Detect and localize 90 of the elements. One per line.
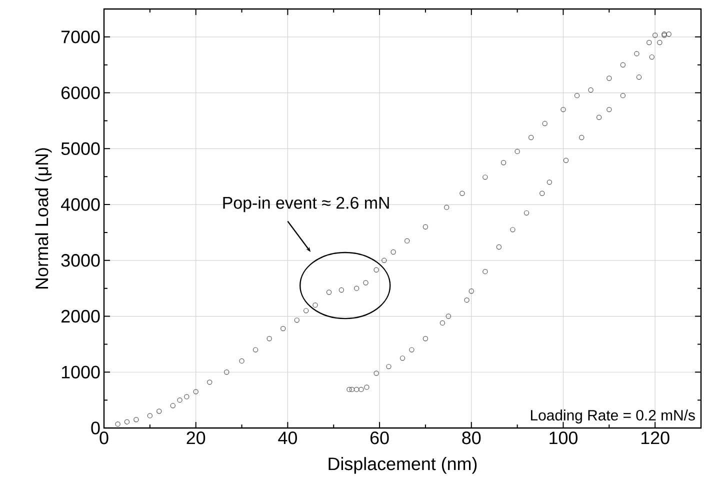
point bbox=[358, 386, 364, 392]
y-tick-label: 1000 bbox=[62, 366, 100, 378]
point bbox=[312, 302, 318, 308]
point bbox=[510, 227, 516, 232]
point bbox=[224, 370, 230, 375]
point bbox=[649, 54, 654, 60]
point bbox=[193, 389, 198, 394]
point bbox=[524, 210, 530, 216]
point bbox=[542, 120, 548, 126]
point bbox=[646, 40, 652, 46]
point bbox=[588, 87, 594, 93]
point bbox=[170, 403, 176, 408]
point bbox=[374, 267, 379, 272]
point bbox=[409, 347, 414, 352]
point bbox=[574, 92, 580, 98]
point bbox=[482, 174, 488, 180]
point bbox=[464, 297, 470, 303]
x-tick-label: 100 bbox=[550, 432, 578, 444]
x-tick-label: 60 bbox=[370, 432, 389, 444]
x-tick-label: 20 bbox=[186, 432, 206, 444]
point bbox=[422, 224, 428, 230]
point bbox=[252, 347, 258, 352]
point bbox=[482, 268, 488, 274]
point bbox=[326, 290, 332, 295]
point bbox=[500, 160, 506, 166]
point bbox=[266, 336, 272, 342]
annotation: Loading Rate = 0.2 mN/s bbox=[530, 410, 695, 424]
y-tick-label: 3000 bbox=[61, 254, 100, 267]
x-tick-label: 120 bbox=[641, 432, 670, 444]
point bbox=[354, 286, 360, 291]
point bbox=[606, 76, 612, 81]
point bbox=[579, 134, 584, 140]
point bbox=[124, 419, 130, 424]
point bbox=[239, 358, 244, 364]
point bbox=[177, 397, 182, 403]
x-axis-title: Displacement (nm) bbox=[328, 457, 477, 474]
x-tick-label: 40 bbox=[278, 432, 297, 444]
point bbox=[147, 413, 153, 418]
point bbox=[374, 370, 379, 376]
point bbox=[422, 336, 428, 342]
point bbox=[184, 394, 190, 400]
point bbox=[606, 106, 612, 112]
point bbox=[446, 314, 452, 319]
point bbox=[636, 74, 642, 80]
point bbox=[364, 384, 370, 390]
x-tick-label: 80 bbox=[462, 432, 481, 444]
point bbox=[404, 238, 410, 244]
y-tick-label: 5000 bbox=[61, 142, 100, 156]
point bbox=[338, 287, 344, 293]
point bbox=[666, 32, 672, 37]
point bbox=[496, 244, 502, 250]
y-tick-label: 0 bbox=[91, 422, 100, 434]
point bbox=[386, 364, 392, 370]
point bbox=[460, 190, 465, 196]
point bbox=[514, 148, 520, 154]
point bbox=[134, 417, 139, 422]
annotation: Pop-in event ≈ 2.6 mN bbox=[223, 196, 389, 212]
point bbox=[560, 106, 566, 112]
point bbox=[294, 318, 300, 323]
y-tick-label: 4000 bbox=[60, 198, 100, 211]
point bbox=[620, 62, 626, 68]
y-tick-label: 2000 bbox=[61, 310, 100, 323]
point bbox=[349, 386, 355, 392]
point bbox=[346, 386, 352, 392]
point bbox=[444, 204, 450, 210]
point bbox=[652, 32, 658, 38]
point bbox=[540, 190, 545, 196]
point bbox=[620, 92, 626, 98]
y-axis-title: Normal Load (μN) bbox=[35, 148, 52, 288]
point bbox=[207, 380, 212, 385]
point bbox=[363, 280, 368, 286]
point bbox=[303, 308, 309, 314]
point bbox=[596, 114, 602, 120]
y-tick-label: 6000 bbox=[61, 86, 100, 100]
point bbox=[390, 249, 396, 255]
point bbox=[468, 288, 474, 294]
point bbox=[280, 326, 286, 332]
point bbox=[528, 134, 534, 140]
x-tick-label: 0 bbox=[100, 432, 108, 444]
point bbox=[115, 421, 120, 427]
point bbox=[563, 158, 569, 163]
point bbox=[634, 51, 640, 56]
point bbox=[440, 320, 446, 326]
point bbox=[546, 180, 552, 185]
point bbox=[382, 258, 387, 263]
y-tick-label: 7000 bbox=[62, 30, 100, 44]
point bbox=[400, 356, 406, 361]
point bbox=[354, 386, 360, 392]
point bbox=[657, 40, 662, 46]
point bbox=[156, 408, 162, 414]
